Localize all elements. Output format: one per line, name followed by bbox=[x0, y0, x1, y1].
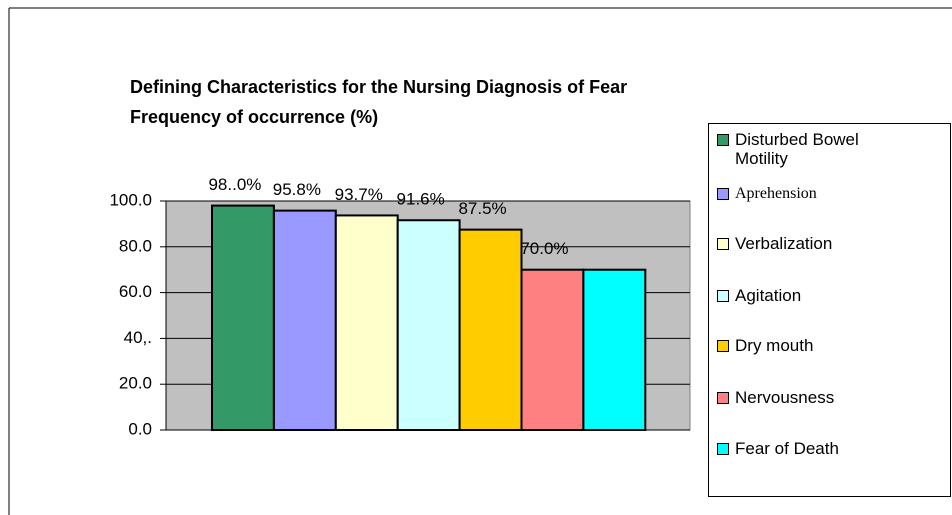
legend: Disturbed Bowel Motility Aprehension Verba… bbox=[708, 123, 951, 497]
legend-entry: Agitation bbox=[717, 286, 952, 305]
y-tick-label: 20.0 bbox=[119, 374, 152, 393]
legend-swatch bbox=[717, 392, 729, 404]
legend-entry: Aprehension bbox=[717, 184, 952, 203]
legend-label: Agitation bbox=[735, 286, 802, 305]
legend-label: Verbalization bbox=[735, 234, 833, 253]
chart-title: Defining Characteristics for the Nursing… bbox=[130, 77, 627, 97]
legend-swatch bbox=[717, 340, 729, 352]
legend-entry: Disturbed Bowel Motility bbox=[717, 130, 952, 168]
value-label: 87.5% bbox=[458, 199, 506, 218]
bar bbox=[396, 219, 461, 431]
bar bbox=[211, 204, 275, 431]
bar bbox=[334, 214, 399, 431]
bar bbox=[520, 268, 585, 432]
legend-label: Aprehension bbox=[735, 185, 817, 202]
y-tick-label: 80.0 bbox=[119, 236, 152, 255]
legend-swatch bbox=[717, 290, 729, 302]
legend-swatch bbox=[717, 134, 729, 146]
y-tick-label: 40,. bbox=[124, 328, 152, 347]
legend-label: Nervousness bbox=[735, 388, 835, 407]
value-label: 91.6% bbox=[397, 190, 445, 209]
legend-entry: Dry mouth bbox=[717, 336, 952, 355]
legend-label: Dry mouth bbox=[735, 336, 814, 355]
value-label: 70.0% bbox=[520, 239, 568, 258]
legend-swatch bbox=[717, 443, 729, 455]
chart-subtitle: Frequency of occurrence (%) bbox=[130, 107, 378, 127]
legend-entry: Nervousness bbox=[717, 388, 952, 407]
legend-entry: Verbalization bbox=[717, 234, 952, 253]
legend-swatch bbox=[717, 188, 729, 200]
value-label: 95.8% bbox=[273, 180, 321, 199]
bar bbox=[458, 228, 523, 431]
legend-swatch bbox=[717, 238, 729, 250]
y-tick-label: 100.0 bbox=[109, 190, 152, 209]
bar bbox=[272, 209, 337, 431]
value-label: 98..0% bbox=[208, 175, 261, 194]
legend-label: Disturbed Bowel Motility bbox=[735, 130, 859, 168]
legend-entry: Fear of Death bbox=[717, 439, 952, 458]
value-label: 93.7% bbox=[335, 185, 383, 204]
y-tick-label: 60.0 bbox=[119, 282, 152, 301]
y-tick-label: 0.0 bbox=[128, 419, 152, 438]
legend-label: Fear of Death bbox=[735, 439, 839, 458]
bar bbox=[582, 268, 647, 432]
